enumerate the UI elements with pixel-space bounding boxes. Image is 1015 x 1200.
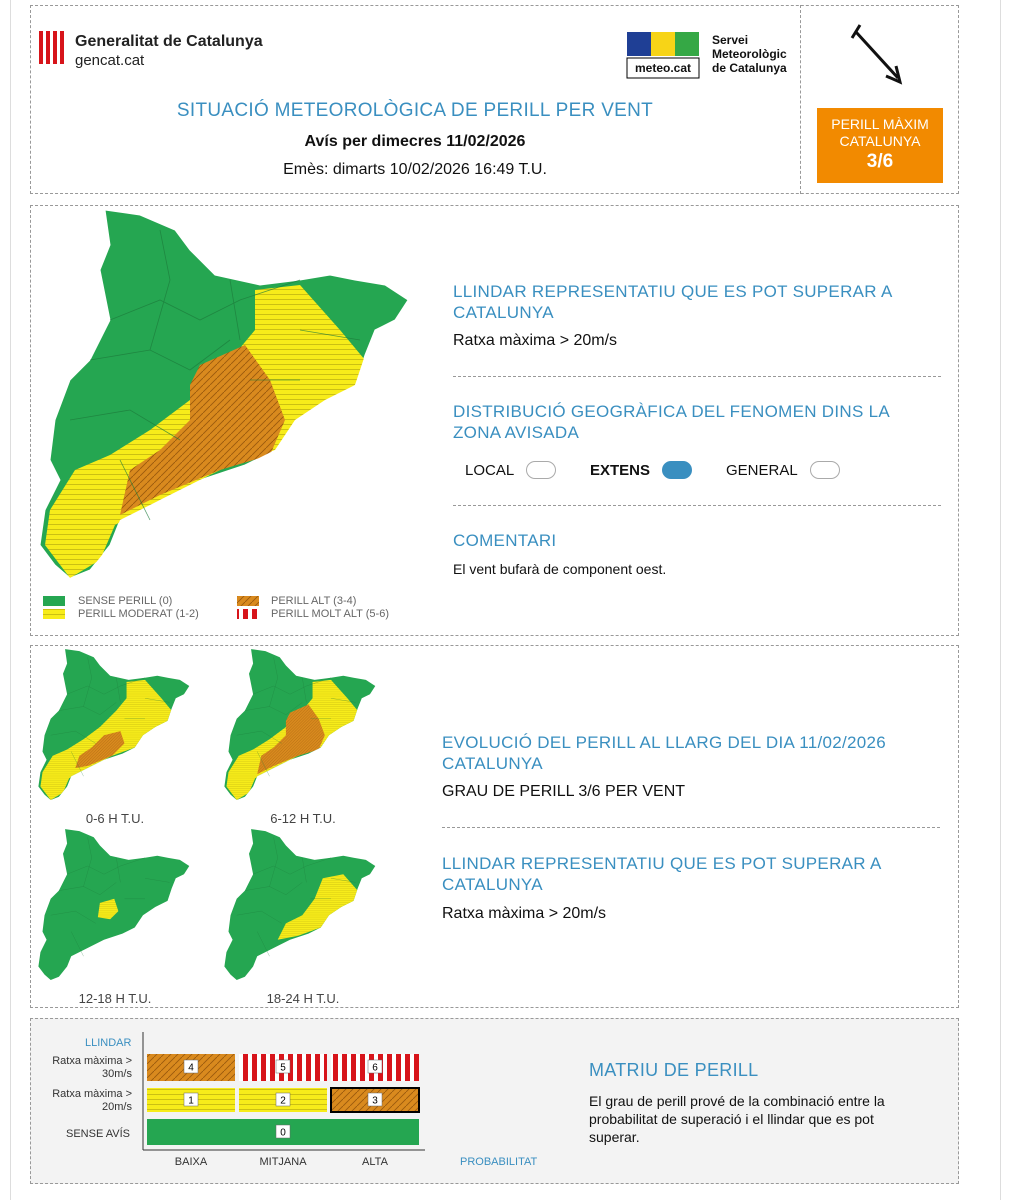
max-danger-label: PERILL MÀXIM — [831, 116, 929, 132]
cell-badge — [183, 1059, 199, 1074]
wind-arrow — [850, 24, 903, 85]
matrix-col-label: MITJANA — [259, 1156, 307, 1168]
matrix-col-label: BAIXA — [174, 1156, 208, 1168]
cell-number: 5 — [280, 1063, 286, 1074]
meteo-name-line: de Catalunya — [712, 61, 787, 75]
meteo-name-line: Servei — [712, 33, 749, 47]
cell-badge — [275, 1124, 291, 1139]
gencat-logo — [39, 31, 64, 64]
section-heading: LLINDAR REPRESENTATIU QUE ES POT SUPERAR… — [453, 282, 892, 322]
cell-number: 1 — [188, 1096, 194, 1107]
matrix-x-title: PROBABILITAT — [460, 1156, 538, 1168]
subtitle: Avís per dimecres 11/02/2026 — [304, 133, 526, 150]
page-edge — [10, 0, 11, 1200]
meteo-logo — [626, 32, 700, 79]
matrix-col-label: ALTA — [362, 1156, 388, 1168]
legend-label: PERILL ALT (3-4) — [271, 595, 357, 607]
cell-badge — [275, 1092, 291, 1107]
distribution-toggle — [810, 461, 840, 479]
legend-swatches — [43, 596, 259, 619]
max-danger: PERILL MÀXIM CATALUNYA 3/6 — [817, 116, 943, 172]
map-small — [224, 649, 376, 800]
matrix-row-label: SENSE AVÍS — [66, 1128, 130, 1140]
map-small — [38, 829, 190, 980]
matrix-title: MATRIU DE PERILL — [589, 1060, 759, 1080]
matrix-row-label: Ratxa màxima > 20m/s — [52, 1088, 132, 1113]
threshold-text: Ratxa màxima > 20m/s — [442, 905, 607, 922]
section-heading: DISTRIBUCIÓ GEOGRÀFICA DEL FENOMEN DINS … — [453, 402, 890, 442]
map-box — [30, 205, 959, 636]
distribution-option: LOCAL — [465, 462, 515, 479]
divider — [800, 5, 801, 194]
distribution-option: EXTENS — [590, 462, 651, 479]
cell-number: 3 — [372, 1096, 378, 1107]
threshold-text: Ratxa màxima > 20m/s — [453, 332, 618, 349]
section-heading: LLINDAR REPRESENTATIU QUE ES POT SUPERAR… — [442, 854, 881, 894]
legend-label: SENSE PERILL (0) — [78, 595, 173, 607]
org-name: Generalitat de Catalunya — [75, 33, 263, 50]
header-box — [30, 5, 959, 194]
matrix-row-label: Ratxa màxima > 30m/s — [52, 1055, 132, 1080]
cell-number: 0 — [280, 1128, 286, 1139]
legend-label: PERILL MODERAT (1-2) — [78, 608, 199, 620]
distribution-option: GENERAL — [726, 462, 798, 479]
distribution-toggle — [526, 461, 556, 479]
max-danger-label: CATALUNYA — [839, 133, 921, 149]
separator — [453, 505, 941, 506]
meteo-name-line: Meteorològic — [712, 47, 787, 61]
cell-badge — [183, 1092, 199, 1107]
issued: Emès: dimarts 10/02/2026 16:49 T.U. — [283, 161, 547, 178]
meteo-logo-text: meteo.cat — [634, 61, 692, 75]
period-label: 0-6 H T.U. — [85, 811, 145, 826]
level-text: GRAU DE PERILL 3/6 PER VENT — [442, 783, 686, 800]
separator — [453, 376, 941, 377]
matrix-axis-title: LLINDAR — [85, 1037, 132, 1049]
section-heading: COMENTARI — [453, 531, 557, 550]
period-label: 6-12 H T.U. — [270, 811, 336, 826]
max-danger-level: 3/6 — [866, 151, 894, 172]
matrix-text: El grau de perill prové de la combinació… — [589, 1093, 885, 1145]
section-heading: EVOLUCIÓ DEL PERILL AL LLARG DEL DIA 11/… — [442, 733, 887, 773]
cell-number: 4 — [188, 1063, 194, 1074]
title: SITUACIÓ METEOROLÒGICA DE PERILL PER VEN… — [176, 100, 654, 121]
org-site: gencat.cat — [75, 52, 145, 69]
separator — [442, 827, 940, 828]
legend-label: PERILL MOLT ALT (5-6) — [271, 608, 389, 620]
period-label: 18-24 H T.U. — [266, 991, 340, 1006]
distribution-toggle — [662, 461, 692, 479]
cell-badge — [367, 1092, 383, 1107]
matrix-axes — [142, 1032, 425, 1151]
cell-number: 2 — [280, 1096, 286, 1107]
meteo-name: Servei Meteorològic de Catalunya — [712, 33, 787, 75]
evolution-box — [30, 645, 959, 1008]
comment-text: El vent bufarà de component oest. — [453, 561, 667, 577]
period-label: 12-18 H T.U. — [78, 991, 152, 1006]
page-edge — [1000, 0, 1001, 1200]
cell-badge — [367, 1059, 383, 1074]
map-small — [224, 829, 376, 980]
map-small — [38, 649, 190, 800]
cell-number: 6 — [372, 1063, 378, 1074]
map-main — [39, 209, 409, 579]
max-danger-box — [817, 108, 943, 183]
cell-badge — [275, 1059, 291, 1074]
